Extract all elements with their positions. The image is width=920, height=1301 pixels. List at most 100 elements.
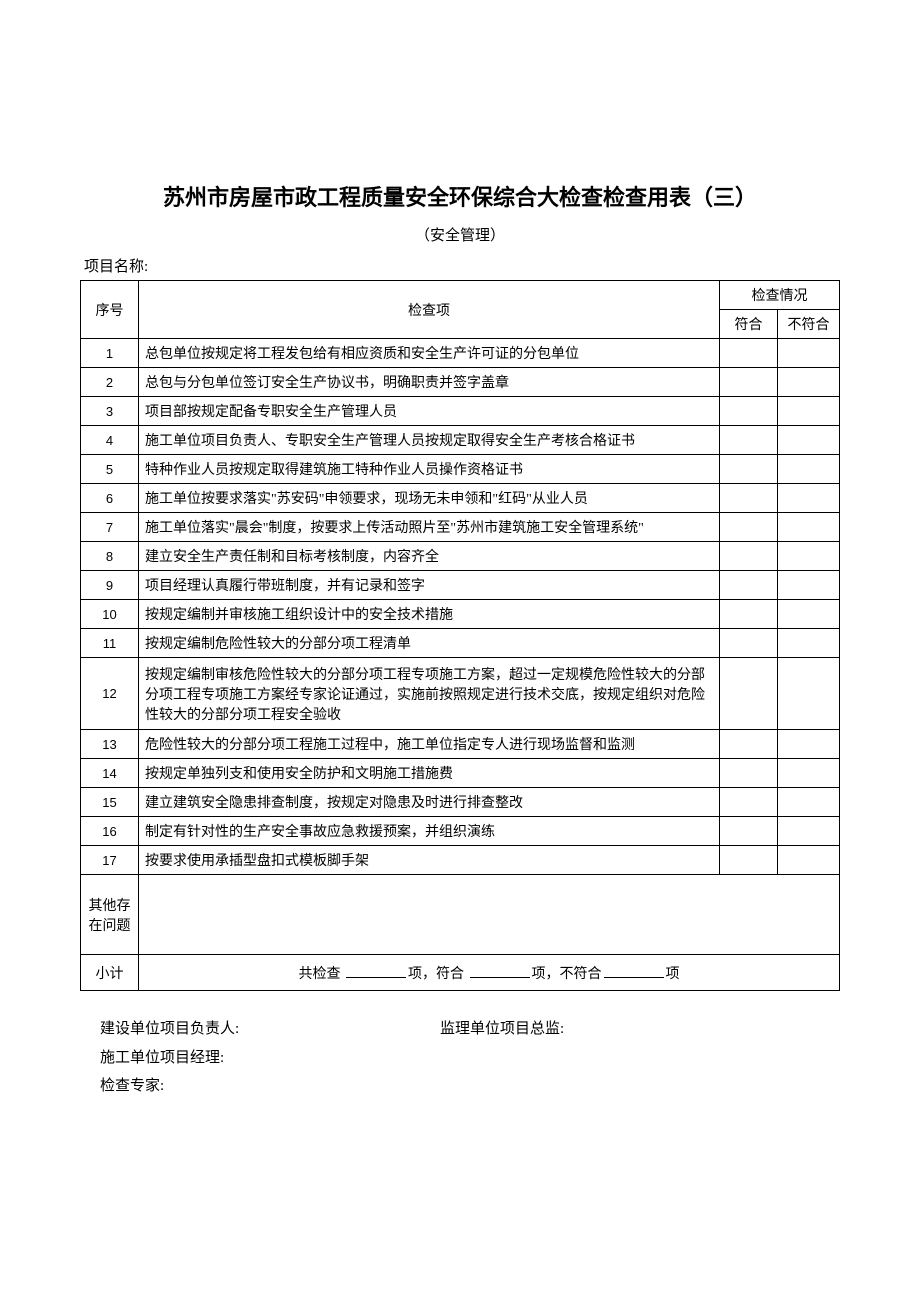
table-row: 16制定有针对性的生产安全事故应急救援预案，并组织演练 (81, 817, 840, 846)
table-row: 5特种作业人员按规定取得建筑施工特种作业人员操作资格证书 (81, 455, 840, 484)
row-conform-cell[interactable] (720, 368, 778, 397)
row-conform-cell[interactable] (720, 513, 778, 542)
row-nonconform-cell[interactable] (778, 817, 840, 846)
row-seq: 9 (81, 571, 139, 600)
row-seq: 2 (81, 368, 139, 397)
row-item: 总包与分包单位签订安全生产协议书，明确职责并签字盖章 (139, 368, 720, 397)
signatures-block: 建设单位项目负责人: 监理单位项目总监: 施工单位项目经理: 检查专家: (80, 1015, 840, 1101)
row-nonconform-cell[interactable] (778, 455, 840, 484)
row-item: 按规定单独列支和使用安全防护和文明施工措施费 (139, 759, 720, 788)
row-nonconform-cell[interactable] (778, 513, 840, 542)
table-row: 10按规定编制并审核施工组织设计中的安全技术措施 (81, 600, 840, 629)
row-seq: 5 (81, 455, 139, 484)
table-row: 2总包与分包单位签订安全生产协议书，明确职责并签字盖章 (81, 368, 840, 397)
table-row: 12按规定编制审核危险性较大的分部分项工程专项施工方案，超过一定规模危险性较大的… (81, 658, 840, 730)
row-item: 按规定编制并审核施工组织设计中的安全技术措施 (139, 600, 720, 629)
signature-constructor: 施工单位项目经理: (100, 1044, 840, 1073)
row-nonconform-cell[interactable] (778, 426, 840, 455)
table-row: 13危险性较大的分部分项工程施工过程中，施工单位指定专人进行现场监督和监测 (81, 730, 840, 759)
row-nonconform-cell[interactable] (778, 542, 840, 571)
row-item: 按规定编制危险性较大的分部分项工程清单 (139, 629, 720, 658)
table-row: 11按规定编制危险性较大的分部分项工程清单 (81, 629, 840, 658)
table-row: 17按要求使用承插型盘扣式模板脚手架 (81, 846, 840, 875)
inspection-table: 序号 检查项 检查情况 符合 不符合 1总包单位按规定将工程发包给有相应资质和安… (80, 280, 840, 991)
row-nonconform-cell[interactable] (778, 629, 840, 658)
row-conform-cell[interactable] (720, 339, 778, 368)
row-conform-cell[interactable] (720, 817, 778, 846)
row-seq: 6 (81, 484, 139, 513)
row-seq: 4 (81, 426, 139, 455)
row-seq: 15 (81, 788, 139, 817)
row-nonconform-cell[interactable] (778, 339, 840, 368)
row-item: 施工单位项目负责人、专职安全生产管理人员按规定取得安全生产考核合格证书 (139, 426, 720, 455)
row-seq: 1 (81, 339, 139, 368)
table-row: 6施工单位按要求落实"苏安码"申领要求，现场无未申领和"红码"从业人员 (81, 484, 840, 513)
row-item: 建立安全生产责任制和目标考核制度，内容齐全 (139, 542, 720, 571)
row-seq: 14 (81, 759, 139, 788)
signature-supervisor: 监理单位项目总监: (440, 1015, 564, 1044)
other-issues-row: 其他存在问题 (81, 875, 840, 955)
row-conform-cell[interactable] (720, 542, 778, 571)
project-name-label: 项目名称: (80, 255, 840, 276)
row-nonconform-cell[interactable] (778, 484, 840, 513)
subtotal-label: 小计 (81, 955, 139, 991)
row-item: 施工单位按要求落实"苏安码"申领要求，现场无未申领和"红码"从业人员 (139, 484, 720, 513)
row-nonconform-cell[interactable] (778, 730, 840, 759)
table-row: 3项目部按规定配备专职安全生产管理人员 (81, 397, 840, 426)
row-seq: 7 (81, 513, 139, 542)
header-item: 检查项 (139, 281, 720, 339)
row-item: 危险性较大的分部分项工程施工过程中，施工单位指定专人进行现场监督和监测 (139, 730, 720, 759)
subtotal-row: 小计共检查 项，符合 项，不符合项 (81, 955, 840, 991)
table-row: 4施工单位项目负责人、专职安全生产管理人员按规定取得安全生产考核合格证书 (81, 426, 840, 455)
table-row: 14按规定单独列支和使用安全防护和文明施工措施费 (81, 759, 840, 788)
header-seq: 序号 (81, 281, 139, 339)
subtotal-content: 共检查 项，符合 项，不符合项 (139, 955, 840, 991)
row-item: 施工单位落实"晨会"制度，按要求上传活动照片至"苏州市建筑施工安全管理系统" (139, 513, 720, 542)
row-seq: 11 (81, 629, 139, 658)
row-item: 总包单位按规定将工程发包给有相应资质和安全生产许可证的分包单位 (139, 339, 720, 368)
document-title: 苏州市房屋市政工程质量安全环保综合大检查检查用表（三） (80, 180, 840, 212)
row-nonconform-cell[interactable] (778, 759, 840, 788)
other-issues-label: 其他存在问题 (81, 875, 139, 955)
table-row: 1总包单位按规定将工程发包给有相应资质和安全生产许可证的分包单位 (81, 339, 840, 368)
row-item: 制定有针对性的生产安全事故应急救援预案，并组织演练 (139, 817, 720, 846)
row-nonconform-cell[interactable] (778, 368, 840, 397)
table-row: 15建立建筑安全隐患排查制度，按规定对隐患及时进行排查整改 (81, 788, 840, 817)
header-conform: 符合 (720, 310, 778, 339)
table-row: 9项目经理认真履行带班制度，并有记录和签字 (81, 571, 840, 600)
row-nonconform-cell[interactable] (778, 846, 840, 875)
document-subtitle: （安全管理） (80, 224, 840, 245)
other-issues-content[interactable] (139, 875, 840, 955)
row-conform-cell[interactable] (720, 571, 778, 600)
row-item: 建立建筑安全隐患排查制度，按规定对隐患及时进行排查整改 (139, 788, 720, 817)
table-row: 8建立安全生产责任制和目标考核制度，内容齐全 (81, 542, 840, 571)
header-nonconform: 不符合 (778, 310, 840, 339)
header-status: 检查情况 (720, 281, 840, 310)
row-nonconform-cell[interactable] (778, 788, 840, 817)
row-conform-cell[interactable] (720, 658, 778, 730)
row-conform-cell[interactable] (720, 759, 778, 788)
row-seq: 3 (81, 397, 139, 426)
row-conform-cell[interactable] (720, 846, 778, 875)
signature-expert: 检查专家: (100, 1072, 840, 1101)
row-seq: 8 (81, 542, 139, 571)
row-nonconform-cell[interactable] (778, 397, 840, 426)
row-conform-cell[interactable] (720, 397, 778, 426)
row-conform-cell[interactable] (720, 629, 778, 658)
table-row: 7施工单位落实"晨会"制度，按要求上传活动照片至"苏州市建筑施工安全管理系统" (81, 513, 840, 542)
row-conform-cell[interactable] (720, 484, 778, 513)
row-conform-cell[interactable] (720, 788, 778, 817)
row-seq: 13 (81, 730, 139, 759)
row-item: 项目部按规定配备专职安全生产管理人员 (139, 397, 720, 426)
row-conform-cell[interactable] (720, 730, 778, 759)
row-nonconform-cell[interactable] (778, 571, 840, 600)
row-conform-cell[interactable] (720, 600, 778, 629)
row-conform-cell[interactable] (720, 426, 778, 455)
row-item: 特种作业人员按规定取得建筑施工特种作业人员操作资格证书 (139, 455, 720, 484)
row-conform-cell[interactable] (720, 455, 778, 484)
row-item: 按要求使用承插型盘扣式模板脚手架 (139, 846, 720, 875)
row-item: 按规定编制审核危险性较大的分部分项工程专项施工方案，超过一定规模危险性较大的分部… (139, 658, 720, 730)
row-nonconform-cell[interactable] (778, 658, 840, 730)
row-seq: 12 (81, 658, 139, 730)
row-nonconform-cell[interactable] (778, 600, 840, 629)
